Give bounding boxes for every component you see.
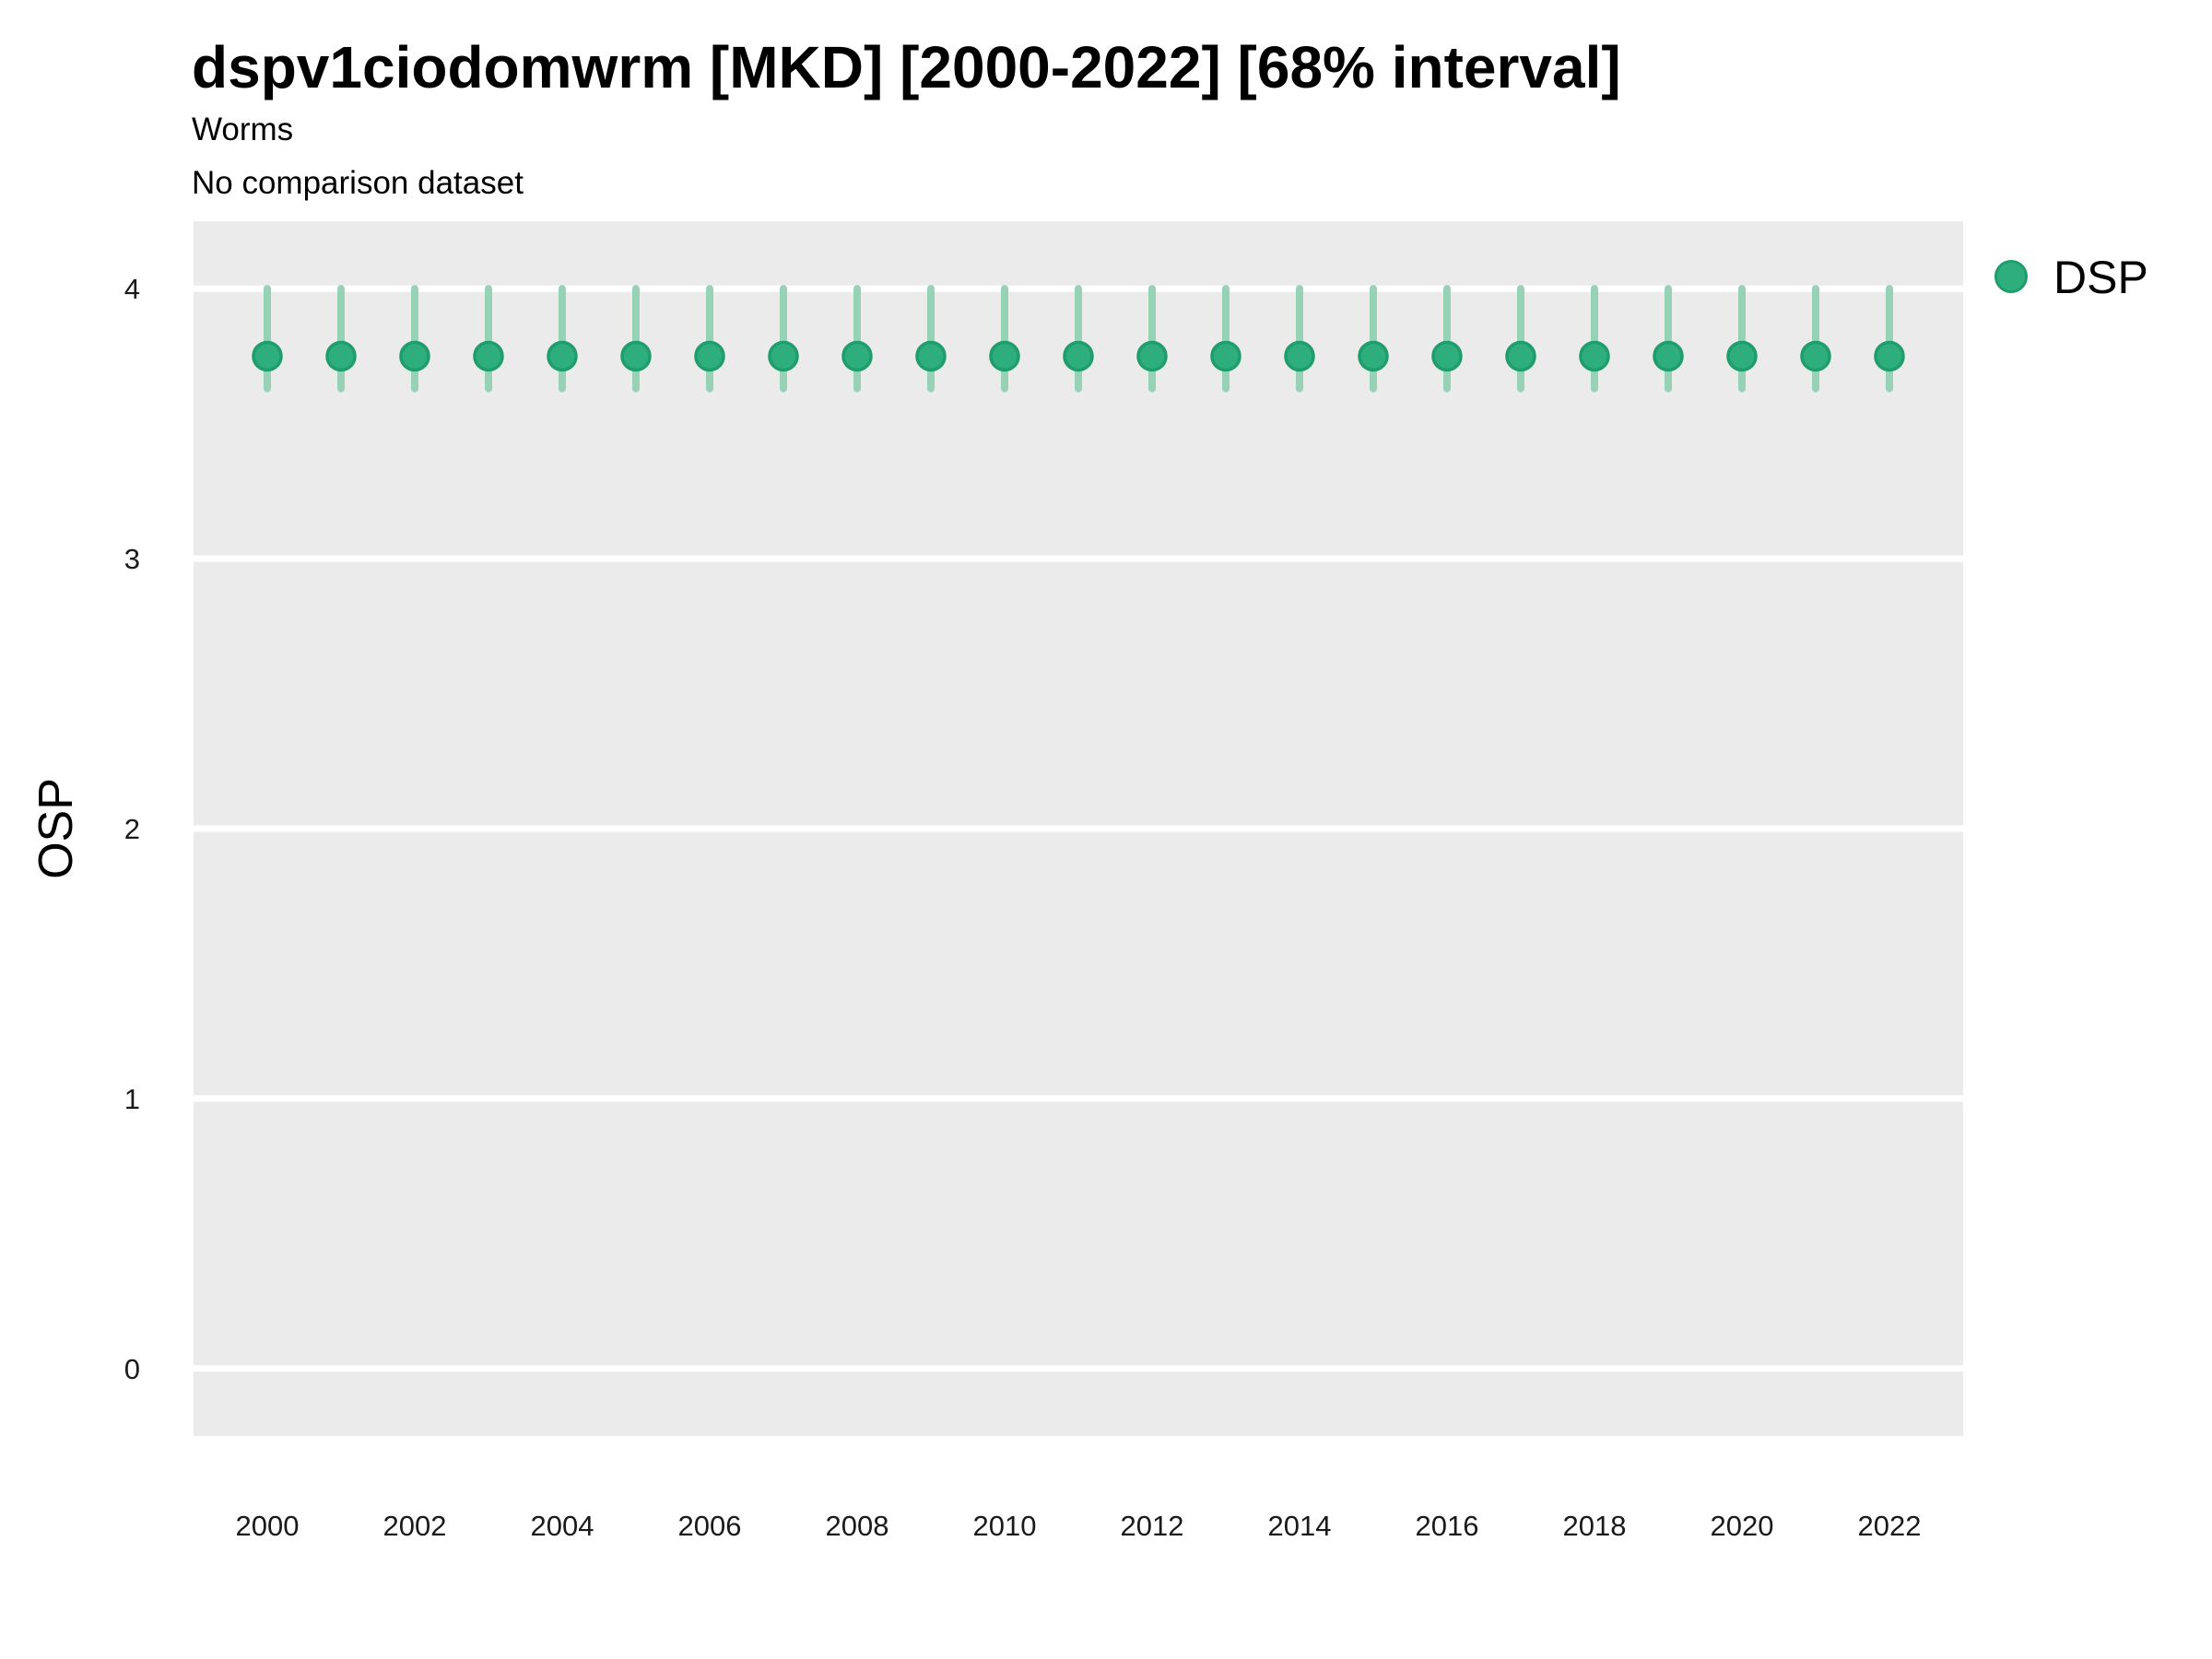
- x-tick-label-2018: 2018: [1563, 1510, 1627, 1542]
- data-point-2012: [1136, 340, 1168, 372]
- x-tick-label-2008: 2008: [826, 1510, 889, 1542]
- x-tick-label-2006: 2006: [678, 1510, 742, 1542]
- y-tick-label-0: 0: [124, 1353, 140, 1385]
- data-point-2021: [1800, 340, 1831, 372]
- data-point-2008: [841, 340, 873, 372]
- y-tick-label-4: 4: [124, 273, 140, 305]
- data-point-2010: [989, 340, 1020, 372]
- y-tick-label-2: 2: [124, 813, 140, 845]
- legend-dsp-label: DSP: [2053, 252, 2148, 303]
- data-point-2009: [915, 340, 947, 372]
- data-point-2014: [1284, 340, 1315, 372]
- data-point-2019: [1653, 340, 1684, 372]
- data-point-2006: [694, 340, 725, 372]
- x-tick-label-2010: 2010: [973, 1510, 1037, 1542]
- chart-title: dspv1ciodomwrm [MKD] [2000-2022] [68% in…: [192, 34, 1621, 100]
- x-tick-label-2000: 2000: [236, 1510, 300, 1542]
- data-point-2000: [252, 340, 283, 372]
- legend: DSP: [1994, 252, 2148, 303]
- y-tick-label-1: 1: [124, 1083, 140, 1115]
- data-point-2022: [1874, 340, 1905, 372]
- comparison-note: No comparison dataset: [192, 165, 524, 201]
- data-point-2004: [547, 340, 578, 372]
- data-point-2013: [1210, 340, 1241, 372]
- x-tick-label-2016: 2016: [1416, 1510, 1479, 1542]
- x-tick-label-2004: 2004: [531, 1510, 594, 1542]
- data-point-2016: [1431, 340, 1463, 372]
- data-point-2005: [620, 340, 652, 372]
- data-point-2007: [768, 340, 799, 372]
- chart-subtitle: Worms: [192, 112, 293, 147]
- data-point-2011: [1063, 340, 1094, 372]
- data-point-2001: [325, 340, 357, 372]
- y-tick-label-3: 3: [124, 543, 140, 575]
- data-point-2015: [1358, 340, 1389, 372]
- x-tick-label-2012: 2012: [1121, 1510, 1184, 1542]
- data-point-2003: [473, 340, 504, 372]
- legend-dsp-swatch-icon: [1994, 260, 2028, 293]
- x-tick-label-2020: 2020: [1711, 1510, 1774, 1542]
- data-point-2002: [399, 340, 430, 372]
- data-point-2017: [1505, 340, 1536, 372]
- x-tick-label-2002: 2002: [383, 1510, 447, 1542]
- x-tick-label-2022: 2022: [1858, 1510, 1922, 1542]
- x-tick-label-2014: 2014: [1268, 1510, 1332, 1542]
- data-point-2018: [1579, 340, 1610, 372]
- y-axis-title: OSP: [29, 778, 83, 879]
- plot-area: 0 1 2 3 4 2000 2002 2004 2006 2008 2010 2012 2014 201…: [124, 221, 1963, 1542]
- data-point-2020: [1726, 340, 1758, 372]
